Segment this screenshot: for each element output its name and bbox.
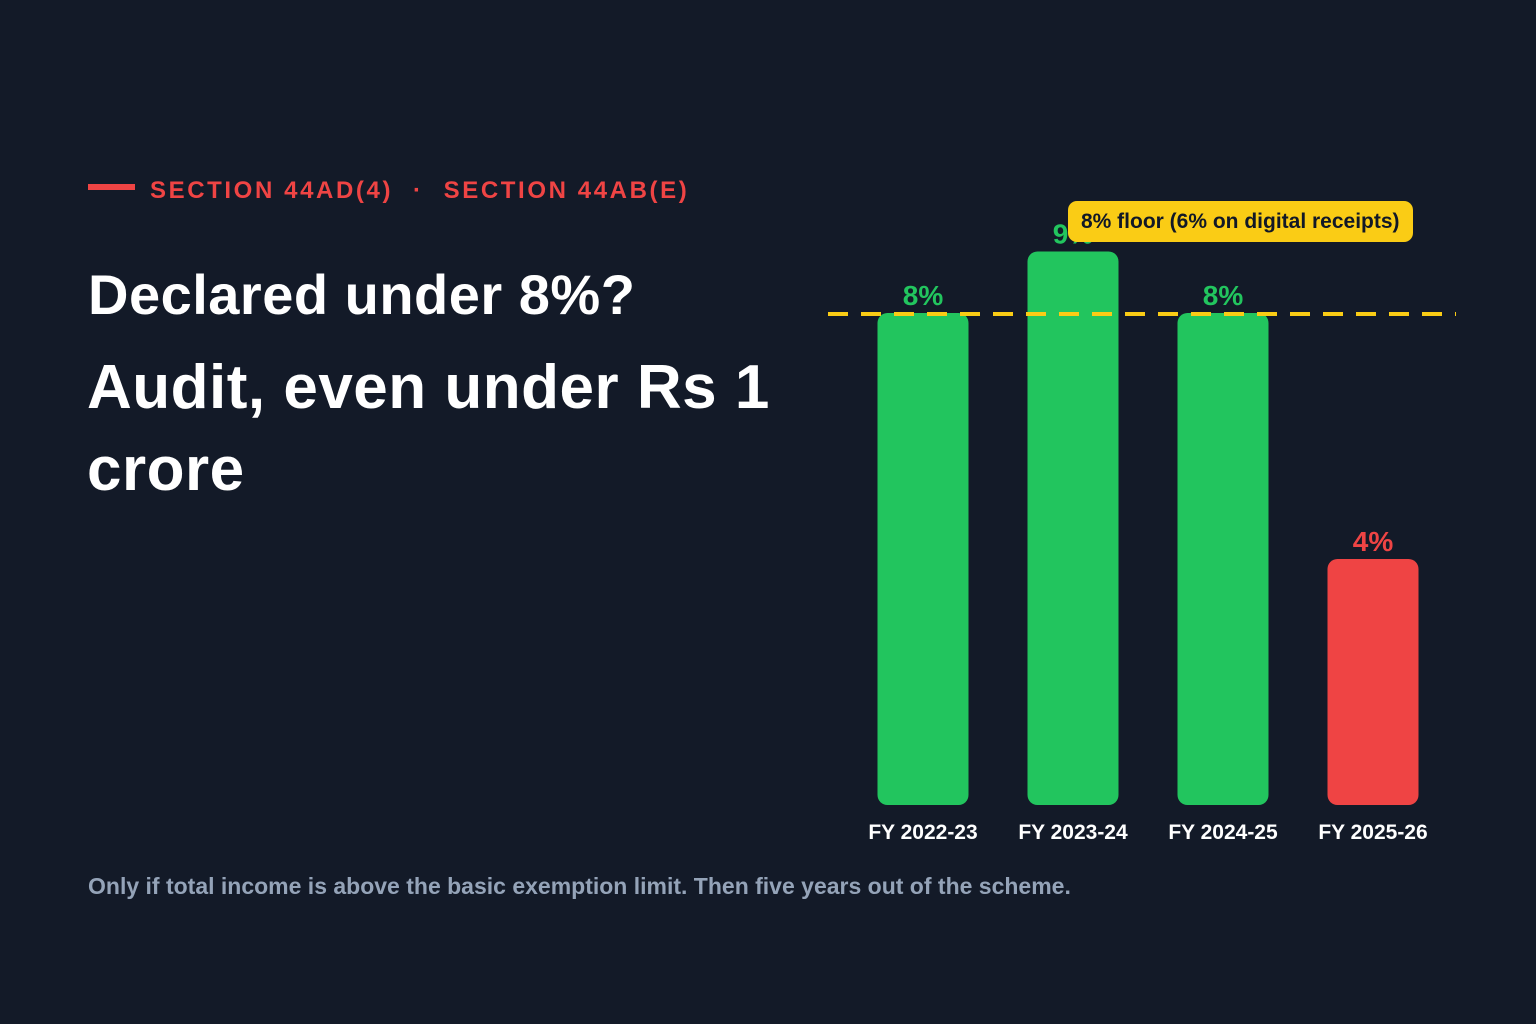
data-labels-group: 8%9%8%4% bbox=[903, 219, 1394, 558]
eyebrow: SECTION 44AD(4) · SECTION 44AB(E) bbox=[150, 177, 689, 205]
data-label-fy-2022-23: 8% bbox=[903, 280, 944, 311]
x-tick-label: FY 2024-25 bbox=[1168, 821, 1278, 844]
x-tick-label: FY 2022-23 bbox=[868, 821, 977, 844]
data-label-fy-2024-25: 8% bbox=[1203, 280, 1244, 311]
eyebrow-section-44ab: SECTION 44AB(E) bbox=[443, 177, 690, 204]
footnote: Only if total income is above the basic … bbox=[88, 873, 1071, 899]
bar-fy-2022-23 bbox=[877, 313, 969, 805]
subhead: Audit, even under Rs 1 crore bbox=[87, 353, 770, 504]
bar-fy-2025-26 bbox=[1327, 559, 1419, 805]
data-label-fy-2025-26: 4% bbox=[1353, 526, 1394, 557]
bar-fy-2023-24 bbox=[1027, 251, 1119, 805]
x-tick-labels-group: FY 2022-23 FY 2023-24 FY 2024-25 FY 2025-26 bbox=[868, 821, 1427, 844]
headline: Declared under 8%? bbox=[88, 263, 636, 326]
eyebrow-section-44ad: SECTION 44AD(4) bbox=[150, 177, 394, 204]
eyebrow-accent-rule bbox=[88, 184, 135, 190]
eyebrow-separator: · bbox=[413, 177, 424, 204]
reference-line-label: 8% floor (6% on digital receipts) bbox=[1068, 201, 1413, 242]
bar-fy-2024-25 bbox=[1177, 313, 1269, 805]
x-tick-label: FY 2023-24 bbox=[1018, 821, 1128, 844]
x-tick-label: FY 2025-26 bbox=[1318, 821, 1427, 844]
bars-group bbox=[877, 251, 1419, 805]
